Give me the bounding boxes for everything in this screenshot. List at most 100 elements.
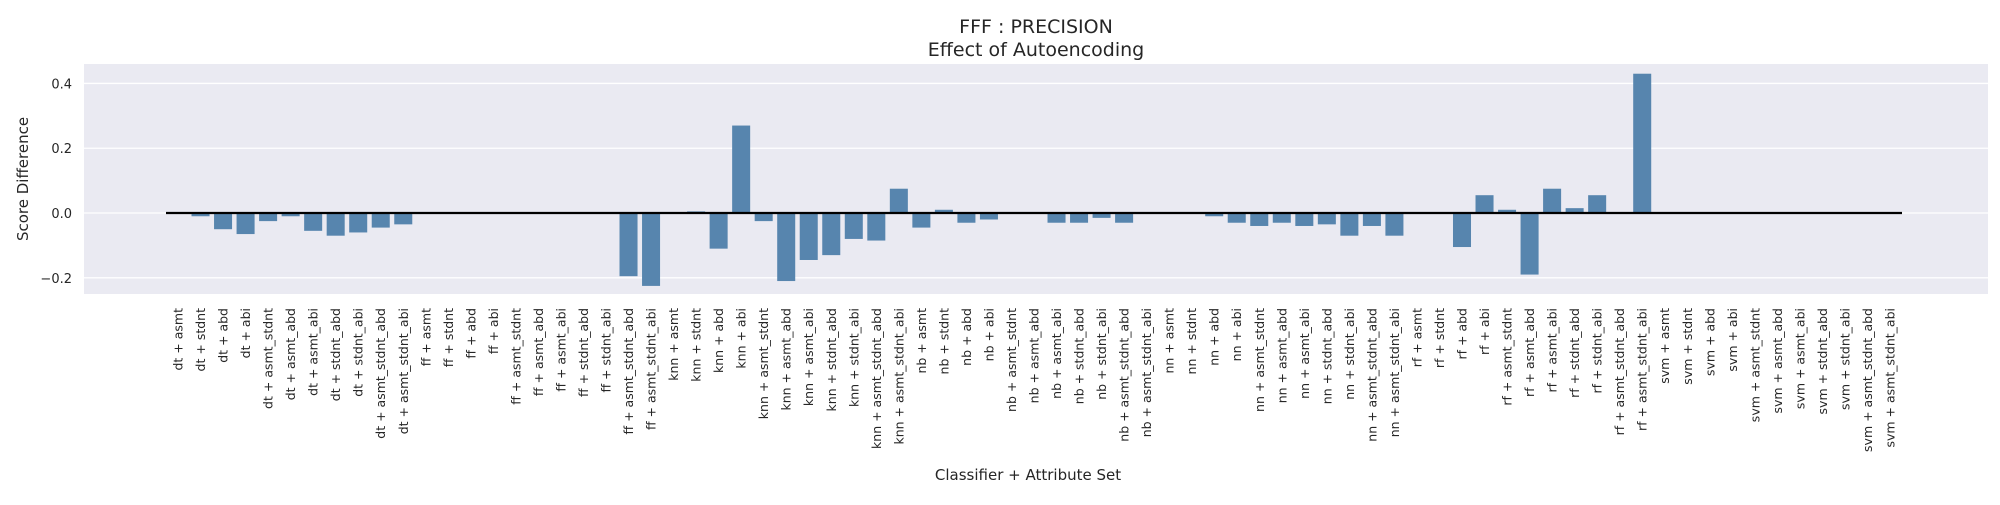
x-tick-label: knn + asmt_abi: [801, 308, 816, 406]
bar: [844, 213, 863, 239]
bars: [191, 73, 1652, 286]
x-tick-label: svm + asmt_abd: [1770, 308, 1785, 414]
y-tick-label: 0.4: [51, 77, 72, 92]
x-tick-label: svm + stdnt_abi: [1837, 308, 1852, 410]
x-tick-label: ff + abd: [463, 308, 478, 359]
x-tick-label: rf + asmt_abd: [1522, 308, 1537, 397]
bar: [1498, 209, 1517, 214]
bar: [1340, 213, 1359, 236]
x-tick-label: dt + stdnt_abd: [328, 308, 343, 401]
x-tick-label: dt + asmt_abi: [306, 308, 321, 396]
x-tick-label: nb + stdnt: [936, 308, 951, 375]
bar: [934, 209, 953, 214]
x-tick-label: rf + abd: [1455, 308, 1470, 360]
x-tick-label: ff + stdnt_abd: [576, 308, 591, 397]
x-tick-label: knn + stdnt: [689, 308, 704, 382]
x-tick-label: nb + asmt: [914, 308, 929, 374]
bar: [1475, 195, 1494, 214]
x-tick-label: nb + asmt_abi: [1049, 308, 1064, 399]
x-tick-label: ff + asmt_abd: [531, 308, 546, 396]
x-tick-label: svm + asmt_stdnt_abd: [1860, 308, 1875, 452]
x-tick-label: rf + stdnt: [1432, 308, 1447, 368]
x-tick-label: knn + abd: [711, 308, 726, 373]
bar: [349, 213, 368, 233]
x-tick-label: rf + asmt: [1409, 308, 1424, 367]
bar: [777, 213, 796, 282]
bar: [754, 213, 773, 222]
x-tick-label: dt + abi: [238, 308, 253, 358]
x-tick-label: nb + abi: [981, 308, 996, 361]
bar: [214, 213, 233, 230]
x-tick-label: nn + asmt_abd: [1274, 308, 1289, 403]
x-tick-label: nb + stdnt_abd: [1072, 308, 1087, 404]
bar: [1565, 208, 1584, 214]
x-tick-label: dt + asmt_stdnt_abd: [373, 308, 388, 439]
bar: [1362, 213, 1381, 226]
x-tick-label: nn + asmt_stdnt_abi: [1387, 308, 1402, 437]
bar: [259, 213, 278, 222]
bar: [1385, 213, 1404, 236]
bar: [1115, 213, 1134, 223]
bar: [1633, 73, 1652, 214]
bar: [1588, 195, 1607, 214]
bar: [1205, 213, 1224, 217]
x-tick-label: knn + asmt: [666, 308, 681, 381]
bar: [1070, 213, 1089, 223]
bar: [1047, 213, 1066, 223]
x-tick-label: nb + asmt_stdnt: [1004, 308, 1019, 412]
bar: [326, 213, 345, 236]
bar: [732, 125, 751, 214]
bar: [1543, 188, 1562, 214]
chart-title: FFF : PRECISION: [959, 16, 1113, 38]
x-tick-label: nb + asmt_stdnt_abd: [1117, 308, 1132, 442]
plot-area: [84, 64, 1988, 294]
x-tick-label: svm + stdnt_abd: [1815, 308, 1830, 414]
bar: [642, 213, 661, 286]
x-tick-label: nn + stdnt_abi: [1342, 308, 1357, 400]
x-tick-label: svm + asmt_stdnt: [1747, 308, 1762, 422]
x-tick-label: nb + asmt_stdnt_abi: [1139, 308, 1154, 437]
x-tick-label: dt + stdnt_abi: [351, 308, 366, 397]
bar: [979, 213, 998, 220]
x-tick-label: nb + stdnt_abi: [1094, 308, 1109, 400]
x-tick-label: rf + asmt_stdnt_abi: [1635, 308, 1650, 431]
bar: [709, 213, 728, 249]
x-tick-label: rf + abi: [1477, 308, 1492, 355]
bar: [1520, 213, 1539, 275]
x-tick-label: ff + asmt_abi: [553, 308, 568, 392]
x-tick-label: ff + asmt_stdnt_abd: [621, 308, 636, 434]
x-tick-label: rf + stdnt_abd: [1567, 308, 1582, 398]
x-tick-label: dt + asmt_stdnt: [261, 308, 276, 409]
x-tick-label: knn + asmt_stdnt_abd: [869, 308, 884, 449]
bar: [236, 213, 255, 235]
x-tick-label: svm + asmt_abi: [1792, 308, 1807, 409]
bar: [191, 213, 210, 217]
x-tick-label: nn + abd: [1207, 308, 1222, 366]
y-tick-label: 0.2: [51, 142, 72, 157]
bar: [912, 213, 931, 228]
bar: [371, 213, 390, 228]
bar: [394, 213, 413, 225]
bar: [957, 213, 976, 223]
x-tick-label: nn + asmt_stdnt_abd: [1364, 308, 1379, 442]
x-tick-label: knn + asmt_stdnt_abi: [891, 308, 906, 445]
x-tick-label: ff + asmt_stdnt_abi: [644, 308, 659, 430]
x-tick-label: knn + asmt_abd: [779, 308, 794, 411]
x-tick-label: nn + abi: [1229, 308, 1244, 361]
x-tick-label: ff + stdnt_abi: [599, 308, 614, 393]
bar: [304, 213, 323, 231]
x-tick-label: knn + stdnt_abi: [846, 308, 861, 407]
x-tick-label: nn + asmt_stdnt: [1252, 308, 1267, 412]
x-tick-label: ff + abi: [486, 308, 501, 354]
x-tick-label: dt + asmt_abd: [283, 308, 298, 400]
bar: [799, 213, 818, 260]
y-tick-label: 0.0: [51, 207, 72, 222]
bar: [1272, 213, 1291, 223]
x-tick-label: nn + asmt: [1162, 308, 1177, 374]
bar: [619, 213, 638, 277]
x-tick-label: nb + asmt_abd: [1027, 308, 1042, 403]
x-axis-label: Classifier + Attribute Set: [935, 466, 1121, 484]
x-tick-label: dt + asmt: [171, 308, 186, 371]
x-tick-label: rf + asmt_stdnt_abd: [1612, 308, 1627, 435]
